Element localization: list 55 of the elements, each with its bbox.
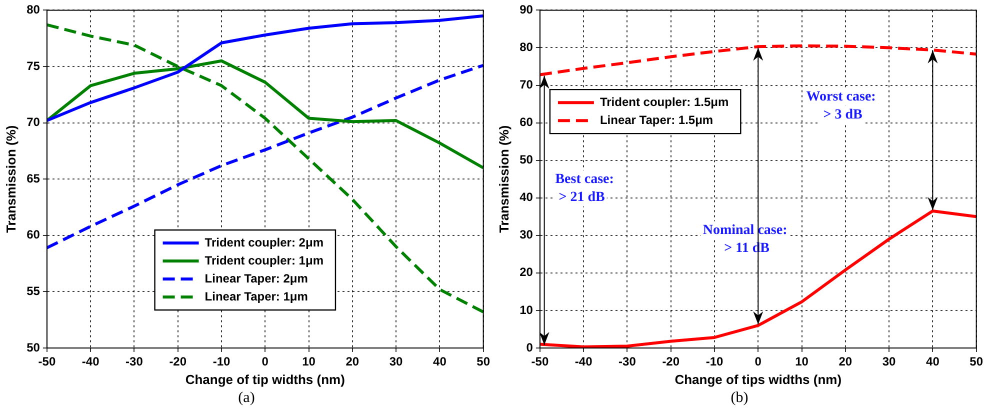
y-tick-label: 80 [26,2,40,17]
x-tick-label: 50 [476,354,490,369]
x-tick-label: -10 [706,354,724,369]
y-tick-label: 20 [520,265,534,280]
x-tick-label: -30 [618,354,636,369]
x-tick-label: 0 [754,354,762,369]
y-tick-label: 55 [26,284,40,298]
y-axis-title: Transmission (%) [496,125,512,233]
y-tick-label: 40 [520,190,534,204]
legend-label: Linear Taper: 1μm [204,289,308,304]
legend-label: Linear Taper: 2μm [204,271,308,286]
x-tick-label: -20 [662,354,680,369]
y-axis-title: Transmission (%) [3,125,18,233]
legend-label: Trident coupler: 1.5μm [600,94,729,109]
x-tick-label: -50 [531,354,549,369]
y-tick-label: 80 [520,40,534,54]
x-tick-label: 20 [346,354,360,369]
y-tick-label: 10 [520,302,534,317]
x-tick-label: 40 [433,354,447,369]
y-tick-label: 60 [26,228,40,242]
x-tick-label: 40 [926,354,940,369]
legend-label: Trident coupler: 1μm [204,253,324,268]
y-tick-label: 60 [520,115,534,130]
x-tick-label: 0 [262,354,269,369]
x-tick-label: 30 [882,354,896,369]
annotation: Worst case: > 3 dB [806,89,876,122]
annotation: Best case: > 21 dB [555,172,614,206]
y-tick-label: 30 [520,228,534,242]
x-tick-label: 50 [970,354,984,369]
x-tick-label: -20 [169,354,187,369]
x-tick-label: 10 [795,354,809,369]
y-tick-label: 0 [526,340,534,354]
text: (a) [237,390,256,407]
y-tick-label: 50 [26,340,40,354]
x-tick-label: 20 [838,354,852,369]
y-tick-label: 90 [520,2,534,17]
x-axis-title: Change of tip widths (nm) [185,372,345,387]
y-tick-label: 70 [520,78,534,92]
y-tick-label: 70 [26,115,40,130]
x-axis-title: Change of tips widths (nm) [674,372,842,387]
x-tick-label: -50 [38,354,56,369]
x-tick-label: 30 [389,354,404,369]
y-tick-label: 75 [26,58,40,73]
legend-label: Trident coupler: 2μm [204,235,324,250]
x-tick-label: -40 [574,354,593,369]
x-tick-label: -10 [212,354,230,369]
x-tick-label: 10 [302,354,316,369]
x-tick-label: -30 [126,354,144,369]
line-series [46,23,484,314]
y-tick-label: 50 [520,152,534,167]
line-series [46,64,484,250]
x-tick-label: -40 [82,354,100,369]
legend-label: Linear Taper: 1.5μm [600,112,714,127]
text: (b) [730,390,750,407]
y-tick-label: 65 [26,171,40,186]
